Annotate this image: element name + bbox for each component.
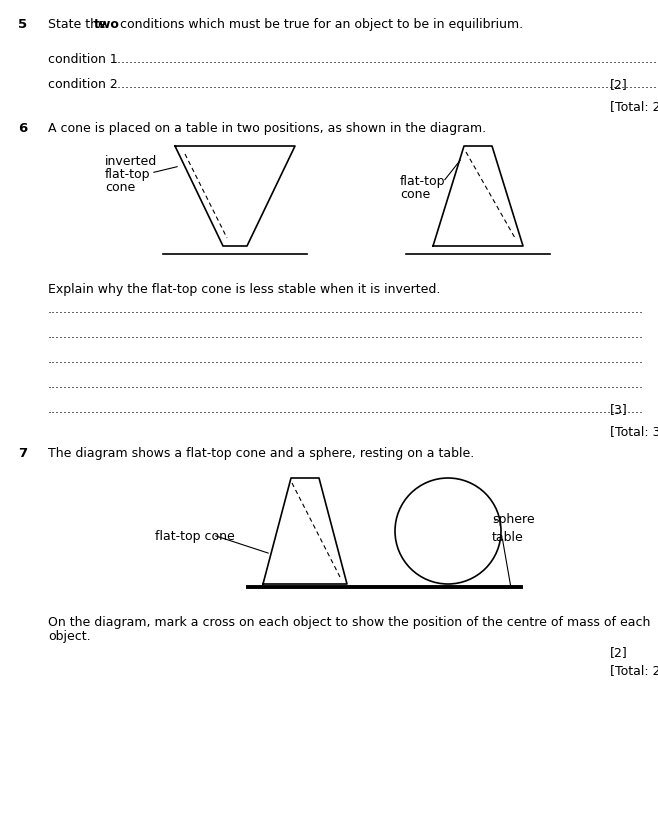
Text: 7: 7 [18, 446, 27, 459]
Text: Explain why the flat-top cone is less stable when it is inverted.: Explain why the flat-top cone is less st… [48, 283, 440, 296]
Text: [3]: [3] [610, 402, 628, 415]
Text: A cone is placed on a table in two positions, as shown in the diagram.: A cone is placed on a table in two posit… [48, 122, 486, 135]
Text: inverted: inverted [105, 155, 157, 168]
Text: ................................................................................: ........................................… [48, 352, 644, 365]
Text: flat-top: flat-top [105, 168, 151, 181]
Text: flat-top: flat-top [400, 174, 445, 188]
Text: [Total: 2]: [Total: 2] [610, 663, 658, 676]
Text: sphere: sphere [492, 513, 534, 526]
Text: ................................................................................: ........................................… [110, 53, 658, 66]
Text: State the: State the [48, 18, 110, 31]
Text: cone: cone [400, 188, 430, 201]
Text: ................................................................................: ........................................… [48, 402, 644, 415]
Text: [2]: [2] [610, 78, 628, 91]
Text: ................................................................................: ........................................… [48, 328, 644, 341]
Text: [Total: 3]: [Total: 3] [610, 424, 658, 437]
Text: table: table [492, 531, 524, 544]
Text: condition 2: condition 2 [48, 78, 118, 91]
Text: The diagram shows a flat-top cone and a sphere, resting on a table.: The diagram shows a flat-top cone and a … [48, 446, 474, 459]
Text: object.: object. [48, 629, 91, 642]
Text: ................................................................................: ........................................… [110, 78, 658, 91]
Text: 6: 6 [18, 122, 27, 135]
Text: conditions which must be true for an object to be in equilibrium.: conditions which must be true for an obj… [116, 18, 523, 31]
Text: two: two [94, 18, 120, 31]
Text: condition 1: condition 1 [48, 53, 118, 66]
Text: [Total: 2]: [Total: 2] [610, 100, 658, 113]
Text: ................................................................................: ........................................… [48, 303, 644, 315]
Text: cone: cone [105, 181, 136, 194]
Text: On the diagram, mark a cross on each object to show the position of the centre o: On the diagram, mark a cross on each obj… [48, 615, 650, 628]
Text: 5: 5 [18, 18, 27, 31]
Text: ................................................................................: ........................................… [48, 378, 644, 391]
Text: [2]: [2] [610, 645, 628, 658]
Text: flat-top cone: flat-top cone [155, 529, 235, 542]
